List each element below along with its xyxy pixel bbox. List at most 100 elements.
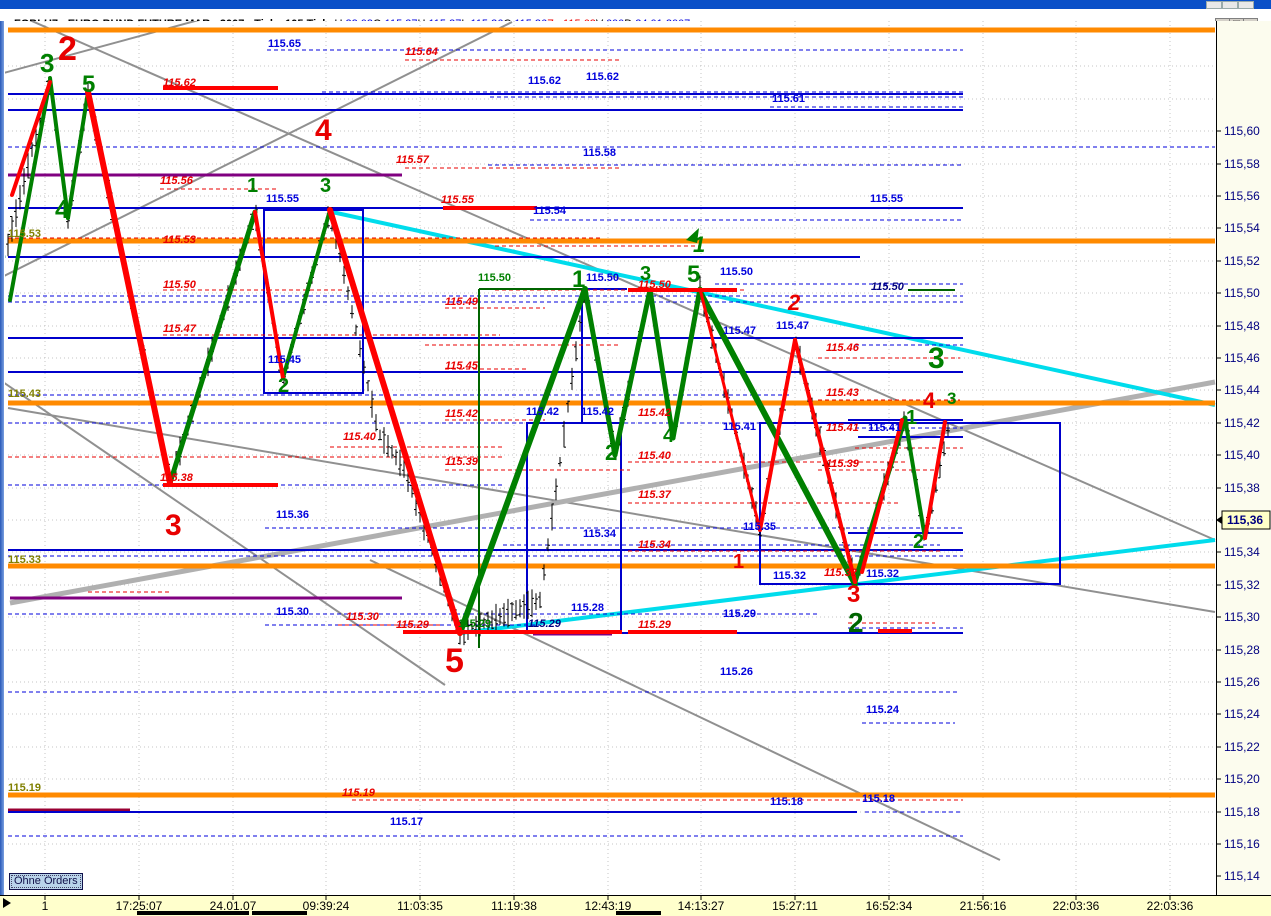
wave-number-label: 3 <box>847 581 860 608</box>
wave-number-label: 5 <box>82 71 95 98</box>
orders-status-button[interactable]: Ohne Orders <box>9 873 83 890</box>
price-level-label: 115.24 <box>866 704 900 716</box>
price-level-label: 115.50 <box>720 266 753 278</box>
price-level-label: 115.62 <box>528 75 561 87</box>
wave-number-label: 1 <box>572 266 585 293</box>
wave-number-label: 3 <box>40 48 54 78</box>
price-level-label: 115.32 <box>824 567 857 579</box>
blue-levels <box>8 49 1215 837</box>
price-tick-label: 115,20 <box>1224 772 1260 786</box>
wave-number-label: 4 <box>315 114 332 147</box>
price-level-label: 115.55 <box>441 194 475 206</box>
price-tick-label: 115,44 <box>1224 383 1260 397</box>
price-level-label: 115.29 <box>638 619 672 631</box>
price-level-label: 115.41 <box>723 421 756 433</box>
price-tick-label: 115,16 <box>1224 837 1260 851</box>
price-tick-label: 115,60 <box>1224 124 1260 138</box>
price-level-label: 115.43 <box>826 387 859 399</box>
time-tick-label: 09:39:24 <box>303 899 350 913</box>
price-level-label: 115.29 <box>528 618 562 630</box>
price-level-label: 115.45 <box>268 354 301 366</box>
price-tick-label: 115,30 <box>1224 610 1260 624</box>
time-tick-label: 21:56:16 <box>960 899 1007 913</box>
wave-number-label: 4 <box>923 388 936 413</box>
price-level-label: 115.19 <box>8 782 41 794</box>
window-left-border <box>0 21 4 895</box>
price-level-label: 115.50 <box>586 272 619 284</box>
price-level-label: 115.37 <box>638 489 672 501</box>
wave-number-label: 3 <box>947 389 956 408</box>
cyan-trendlines <box>331 210 1216 635</box>
price-level-label: 115.36 <box>276 509 309 521</box>
red-levels <box>8 59 963 801</box>
parent-close-button[interactable] <box>1238 1 1254 9</box>
price-level-label: 115.42 <box>581 406 614 418</box>
price-level-label: 115.47 <box>776 320 809 332</box>
price-level-label: 115.50 <box>871 281 905 293</box>
session-bar <box>616 911 661 915</box>
wave-number-label: 1 <box>733 551 744 573</box>
wave-number-label: 2 <box>787 290 801 315</box>
price-level-label: 115.66 <box>8 11 41 23</box>
wave-number-label: 2 <box>605 440 617 465</box>
wave-number-label: 1 <box>906 407 917 429</box>
price-level-label: 115.54 <box>533 205 567 217</box>
price-level-label: 115.45 <box>445 360 479 372</box>
price-level-label: 115.18 <box>862 793 895 805</box>
wave-number-label: 2 <box>913 531 924 553</box>
price-tick-label: 115,48 <box>1224 319 1260 333</box>
price-level-label: 115.50 <box>638 279 672 291</box>
price-tick-label: 115,38 <box>1224 481 1260 495</box>
price-level-label: 115.17 <box>390 816 423 828</box>
time-tick-label: 22:03:36 <box>1147 899 1194 913</box>
price-level-label: 115.18 <box>770 796 803 808</box>
price-level-label: 115.35 <box>743 521 776 533</box>
price-level-label: 115.62 <box>163 77 196 89</box>
price-tick-label: 115,24 <box>1224 707 1260 721</box>
wave-number-label: 4 <box>55 194 70 224</box>
wave-number-label: 2 <box>0 238 6 263</box>
price-tick-label: 115,40 <box>1224 448 1260 462</box>
red-order-lines <box>163 86 912 634</box>
price-level-label: 115.42 <box>526 406 559 418</box>
price-tick-label: 115,50 <box>1224 286 1260 300</box>
price-level-label: 115.41 <box>868 422 901 434</box>
price-level-label: 115.50 <box>163 279 197 291</box>
price-level-label: 115.38 <box>160 472 194 484</box>
time-tick-label: 12:43:19 <box>585 899 632 913</box>
price-level-label: 115.56 <box>160 175 194 187</box>
price-level-label: 115.64 <box>405 46 438 58</box>
price-level-label: 115.58 <box>583 147 616 159</box>
price-level-label: 115.55 <box>870 193 903 205</box>
wave-number-label: 2 <box>58 30 77 68</box>
time-tick-label: 1 <box>42 899 49 913</box>
price-level-label: 115.61 <box>772 93 805 105</box>
wave-number-label: 3 <box>165 509 182 542</box>
time-tick-label: 14:13:27 <box>678 899 725 913</box>
current-price-marker: 115,36 <box>1216 510 1271 530</box>
wave-number-label: 4 <box>663 425 675 447</box>
price-level-label: 115.43 <box>8 388 41 400</box>
price-tick-label: 115,54 <box>1224 221 1260 235</box>
price-labels: 115.66 115.53 115.43 115.33 115.19 115.62 115.… <box>8 11 905 828</box>
parent-minimize-button[interactable] <box>1206 1 1222 9</box>
price-level-label: 115.55 <box>266 193 299 205</box>
price-tick-label: 115,58 <box>1224 157 1260 171</box>
time-tick-label: 22:03:36 <box>1053 899 1100 913</box>
price-level-label: 115.57 <box>396 154 430 166</box>
price-tick-label: 115,46 <box>1224 351 1260 365</box>
price-level-label: 115.29 <box>458 618 491 630</box>
window-titlebar[interactable] <box>0 0 1271 9</box>
price-level-label: 115.41 <box>826 422 859 434</box>
price-level-label: 115.28 <box>571 602 604 614</box>
wave-number-label: 2 <box>848 607 864 638</box>
price-level-label: 115.30 <box>276 606 309 618</box>
green-arrow-icon <box>686 228 699 243</box>
price-level-label: 115.33 <box>8 554 41 566</box>
time-tick-label: 11:19:38 <box>491 899 537 913</box>
wave-number-label: 1 <box>247 175 258 197</box>
price-level-label: 115.34 <box>638 539 671 551</box>
price-level-label: 115.47 <box>723 325 756 337</box>
parent-maximize-button[interactable] <box>1222 1 1238 9</box>
